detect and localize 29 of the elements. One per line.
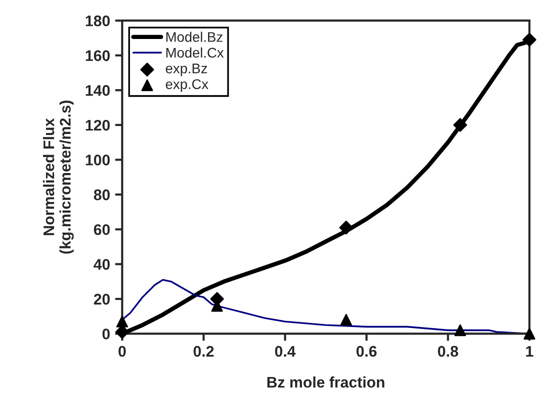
y-tick-label: 100 xyxy=(86,154,110,166)
legend-label: Model.Cx xyxy=(166,47,224,58)
y-tick-label: 160 xyxy=(86,50,110,62)
y-tick-label: 140 xyxy=(86,85,110,96)
y-axis-title: Normalized Flux (kg.micrometer/m2.s) xyxy=(43,100,74,254)
y-tick-label: 180 xyxy=(86,15,110,26)
x-axis-title: Bz mole fraction xyxy=(267,376,384,388)
x-tick-label: 1 xyxy=(526,346,534,357)
point xyxy=(340,314,352,326)
point xyxy=(522,32,536,47)
y-tick-label: 0 xyxy=(102,328,110,340)
x-tick-label: 0.4 xyxy=(275,346,296,357)
legend-label: exp.Cx xyxy=(166,79,208,92)
y-tick-label: 60 xyxy=(94,224,110,236)
legend-label: Model.Bz xyxy=(166,32,222,42)
point xyxy=(339,220,354,235)
y-tick-label: 80 xyxy=(94,189,110,200)
y-tick-label: 40 xyxy=(94,259,110,270)
y-tick-label: 120 xyxy=(86,120,110,131)
y-tick-label: 20 xyxy=(94,294,110,305)
point xyxy=(115,325,130,339)
point xyxy=(116,316,128,328)
point xyxy=(453,118,468,132)
legend-label: exp.Bz xyxy=(166,64,207,76)
point xyxy=(454,324,466,336)
x-tick-label: 0 xyxy=(118,346,126,357)
x-tick-label: 0.6 xyxy=(356,346,377,357)
x-tick-label: 0.2 xyxy=(194,346,214,357)
x-tick-label: 0.8 xyxy=(438,346,458,357)
